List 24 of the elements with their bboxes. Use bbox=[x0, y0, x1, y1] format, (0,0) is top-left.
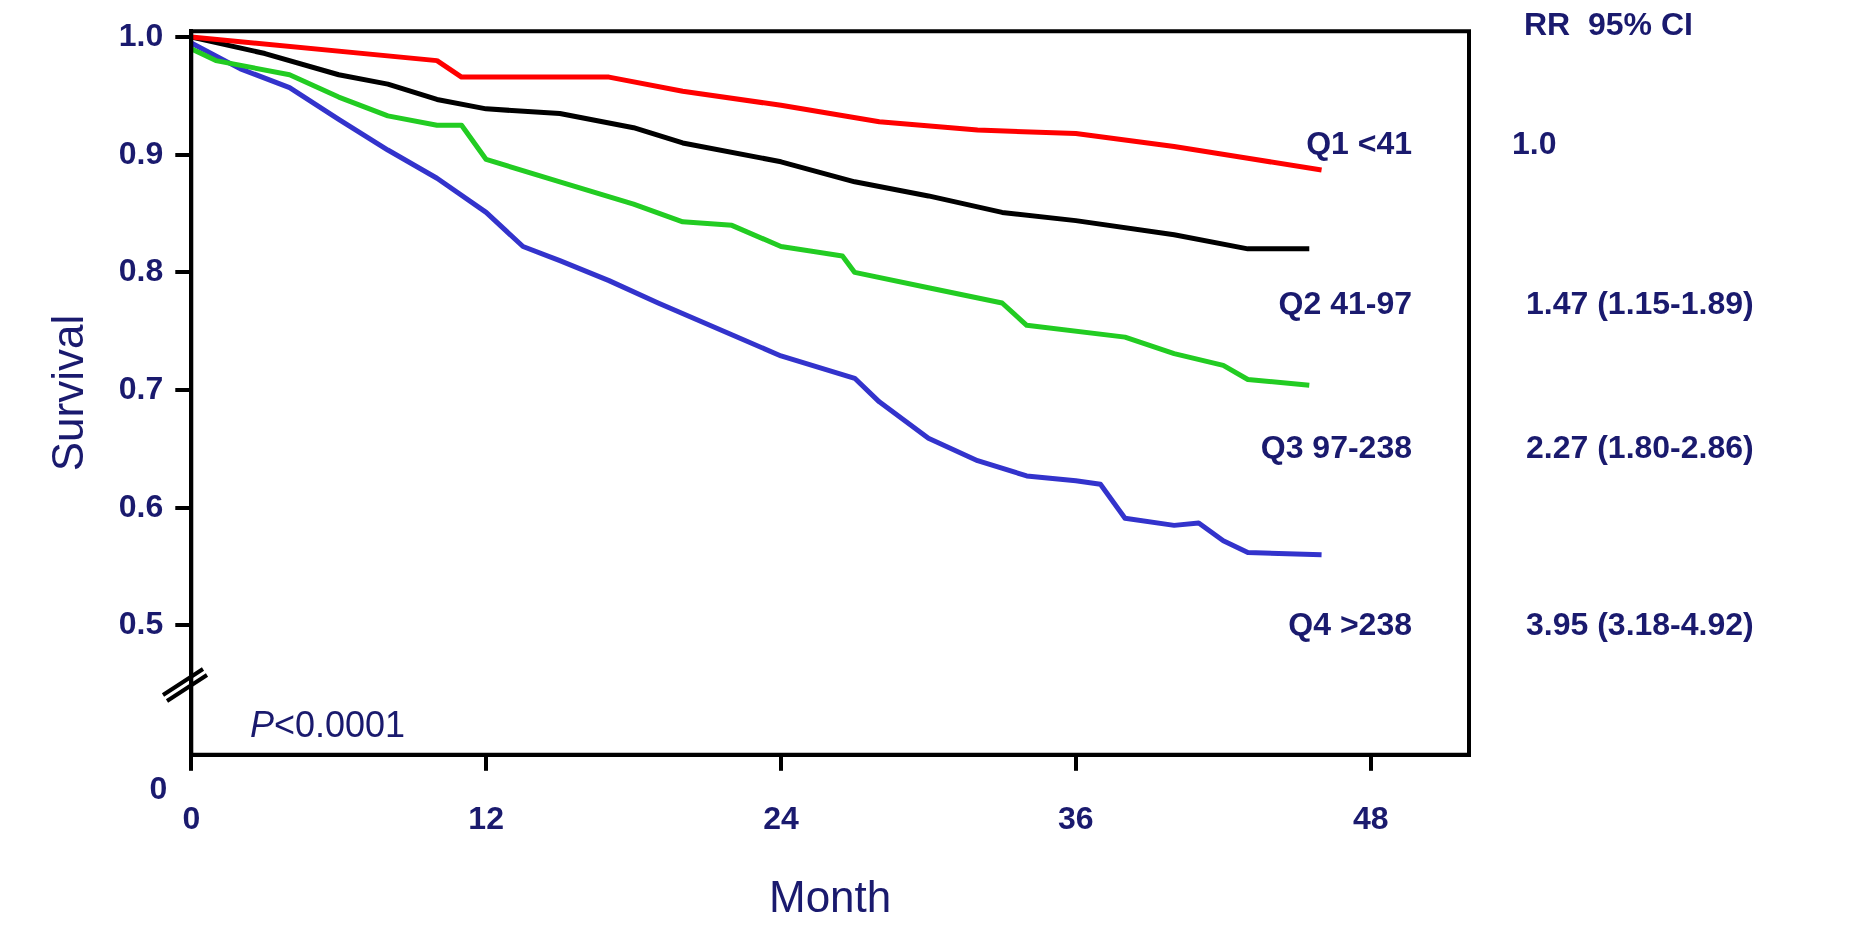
x-axis-title: Month bbox=[768, 871, 892, 921]
x-tick-label: 48 bbox=[1352, 799, 1389, 836]
text: 1.47 (1.15-1.89) bbox=[1526, 284, 1754, 321]
text: 0 bbox=[149, 769, 168, 806]
text: 2.27 (1.80-2.86) bbox=[1526, 428, 1754, 465]
x-tick-label: 36 bbox=[1058, 799, 1094, 836]
series-label: Q2 41-97 bbox=[1278, 284, 1412, 321]
text: RR 95% CI bbox=[1524, 5, 1693, 42]
text: 1.0 bbox=[1512, 124, 1557, 161]
y-tick-label: 0.7 bbox=[118, 369, 164, 406]
series-label: Q3 97-238 bbox=[1260, 428, 1412, 465]
x-tick-label: 0 bbox=[182, 799, 201, 836]
y-tick-label: 1.0 bbox=[118, 16, 164, 53]
y-tick-label: 0.6 bbox=[118, 487, 164, 524]
y-tick-label: 0.8 bbox=[118, 252, 164, 289]
x-tick-label: 12 bbox=[468, 799, 504, 836]
y-axis-title: Survival bbox=[42, 314, 92, 472]
text: 3.95 (3.18-4.92) bbox=[1526, 605, 1754, 642]
series-label: Q4 >238 bbox=[1288, 605, 1412, 642]
y-tick-label: 0.9 bbox=[118, 134, 164, 171]
x-tick-label: 24 bbox=[763, 799, 799, 836]
y-tick-label: 0.5 bbox=[118, 605, 164, 642]
series-label: Q1 <41 bbox=[1306, 124, 1412, 161]
annotation: P<0.0001 bbox=[250, 703, 406, 746]
